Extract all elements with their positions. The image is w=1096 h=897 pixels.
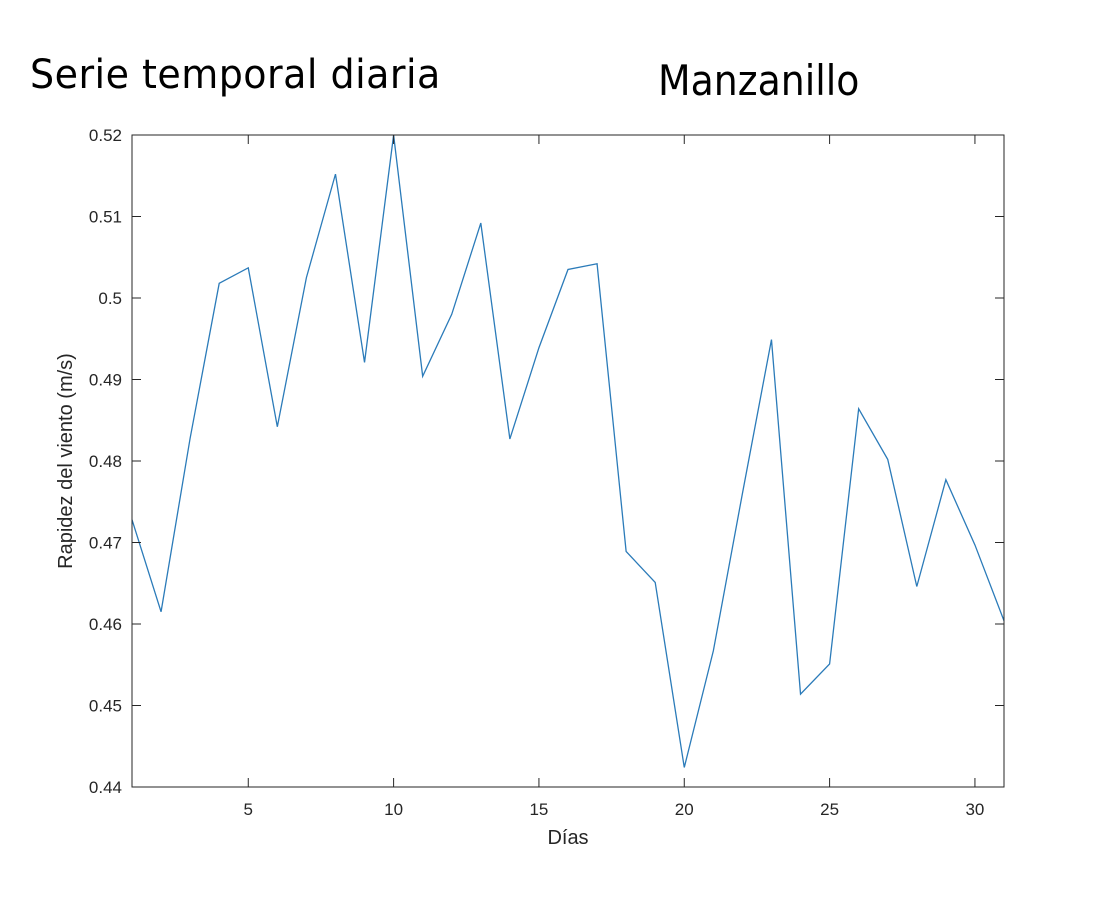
y-tick-label: 0.46 <box>89 615 122 634</box>
x-tick-label: 20 <box>675 800 694 819</box>
y-tick-label: 0.49 <box>89 371 122 390</box>
y-tick-label: 0.51 <box>89 208 122 227</box>
x-tick-label: 25 <box>820 800 839 819</box>
x-tick-label: 10 <box>384 800 403 819</box>
y-tick-label: 0.45 <box>89 697 122 716</box>
y-tick-label: 0.44 <box>89 778 122 797</box>
x-tick-label: 15 <box>529 800 548 819</box>
x-tick-label: 30 <box>965 800 984 819</box>
x-axis-label: Días <box>547 827 588 849</box>
chart-title: Serie temporal diaria <box>30 52 441 98</box>
y-tick-label: 0.5 <box>98 289 122 308</box>
y-axis-label: Rapidez del viento (m/s) <box>55 353 77 569</box>
plot-frame <box>131 134 1005 788</box>
series-line-0 <box>131 134 1005 768</box>
y-tick-label: 0.48 <box>89 452 122 471</box>
x-tick-label: 5 <box>244 800 253 819</box>
y-tick-label: 0.52 <box>89 126 122 145</box>
y-tick-label: 0.47 <box>89 534 122 553</box>
chart-subtitle: Manzanillo <box>658 56 860 105</box>
